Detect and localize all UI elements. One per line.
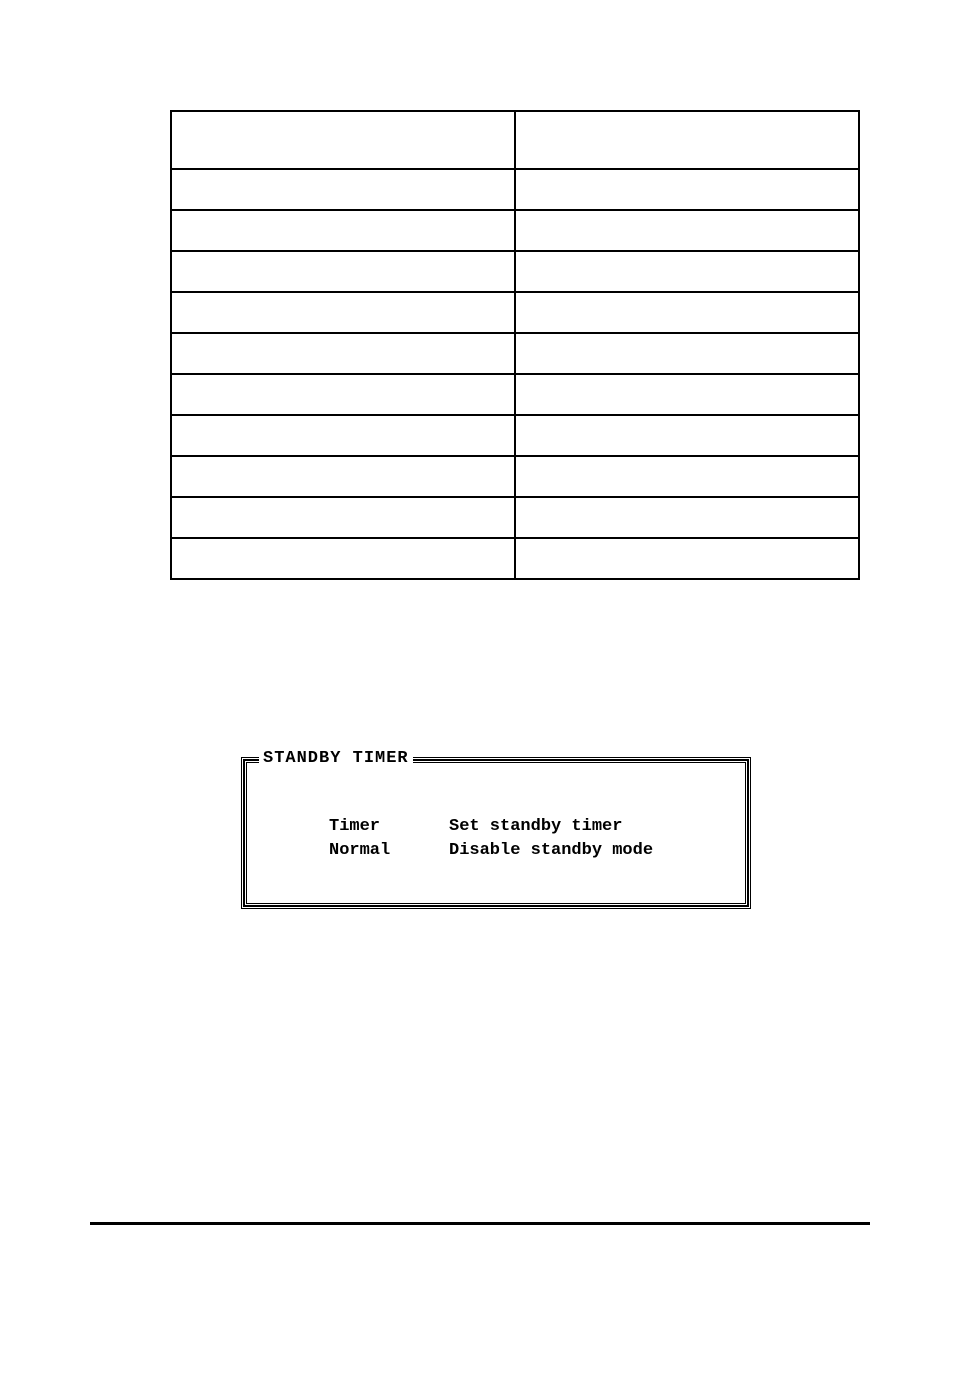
cell	[171, 456, 515, 497]
table-row	[171, 456, 859, 497]
dialog-option: Timer Set standby timer	[329, 815, 653, 839]
table-row	[171, 251, 859, 292]
cell	[171, 374, 515, 415]
dialog-body: Timer Set standby timer Normal Disable s…	[329, 815, 653, 863]
cell	[515, 415, 859, 456]
data-table	[170, 110, 860, 580]
table-row	[171, 333, 859, 374]
table-row	[171, 292, 859, 333]
dialog-title-wrap: STANDBY TIMER	[259, 749, 413, 768]
cell	[515, 497, 859, 538]
cell	[171, 497, 515, 538]
cell	[515, 456, 859, 497]
cell	[171, 169, 515, 210]
cell	[515, 251, 859, 292]
cell	[171, 333, 515, 374]
table-row	[171, 169, 859, 210]
cell	[171, 111, 515, 169]
dialog-option: Normal Disable standby mode	[329, 839, 653, 863]
cell	[171, 538, 515, 579]
standby-timer-dialog: STANDBY TIMER Timer Set standby timer No…	[241, 757, 751, 909]
option-value: Disable standby mode	[449, 839, 653, 863]
cell	[515, 538, 859, 579]
table-row	[171, 538, 859, 579]
table-row	[171, 111, 859, 169]
cell	[171, 210, 515, 251]
dialog-title: STANDBY TIMER	[263, 749, 409, 768]
cell	[515, 292, 859, 333]
cell	[515, 111, 859, 169]
option-value: Set standby timer	[449, 815, 622, 839]
cell	[515, 374, 859, 415]
footer-rule	[90, 1222, 870, 1225]
table-row	[171, 374, 859, 415]
cell	[171, 415, 515, 456]
table-row	[171, 415, 859, 456]
cell	[171, 292, 515, 333]
option-key: Normal	[329, 839, 449, 863]
option-key: Timer	[329, 815, 449, 839]
cell	[171, 251, 515, 292]
table-row	[171, 497, 859, 538]
cell	[515, 169, 859, 210]
cell	[515, 333, 859, 374]
table-row	[171, 210, 859, 251]
cell	[515, 210, 859, 251]
